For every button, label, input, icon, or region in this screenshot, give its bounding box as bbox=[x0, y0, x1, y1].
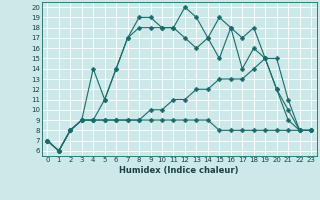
X-axis label: Humidex (Indice chaleur): Humidex (Indice chaleur) bbox=[119, 166, 239, 175]
